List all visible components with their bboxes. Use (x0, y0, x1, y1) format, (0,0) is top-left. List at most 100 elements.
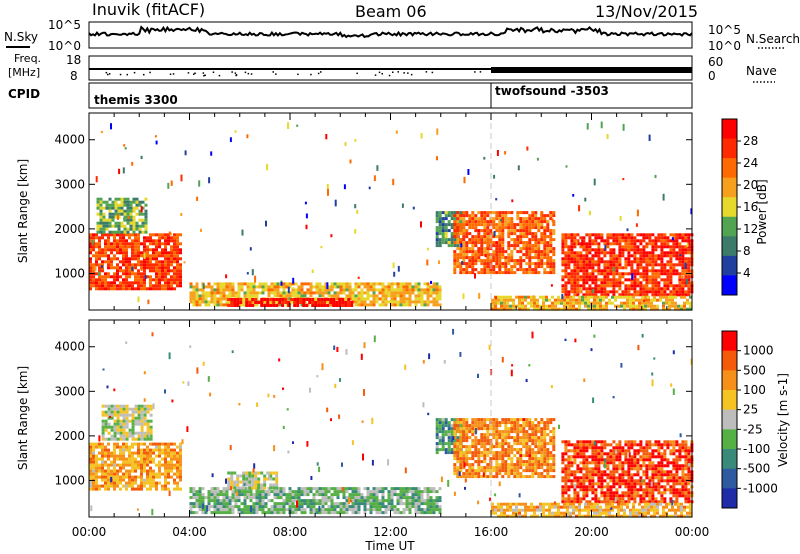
echo-cell (387, 282, 391, 286)
echo-cell (116, 484, 119, 488)
echo-cell (104, 475, 107, 479)
echo-cell (507, 241, 511, 245)
echo-cell (354, 511, 358, 515)
echo-cell (140, 448, 143, 452)
echo-cell (155, 248, 158, 252)
echo-cell (113, 481, 116, 485)
echo-cell (636, 245, 640, 249)
echo-cell (549, 238, 553, 242)
echo-cell (408, 502, 412, 506)
echo-cell (334, 199, 337, 207)
echo-cell (504, 466, 508, 470)
echo-cell (311, 301, 315, 304)
echo-cell (170, 284, 173, 288)
echo-cell (387, 490, 391, 494)
echo-cell (230, 471, 234, 475)
echo-cell (462, 436, 466, 440)
echo-cell (666, 236, 670, 240)
echo-cell (273, 508, 277, 512)
echo-cell (435, 421, 439, 425)
echo-cell (427, 247, 429, 251)
echo-cell (429, 511, 433, 515)
echo-cell (255, 490, 259, 494)
echo-cell (474, 229, 478, 233)
echo-cell (552, 265, 556, 269)
echo-cell (663, 287, 667, 291)
echo-cell (504, 268, 508, 272)
echo-cell (225, 294, 229, 298)
echo-cell (594, 233, 598, 237)
echo-cell (123, 215, 127, 219)
echo-cell (113, 451, 116, 455)
echo-cell (158, 260, 161, 264)
echo-cell (623, 295, 626, 299)
echo-cell (146, 481, 149, 485)
echo-cell (309, 291, 313, 295)
echo-cell (225, 303, 229, 307)
echo-cell (519, 232, 523, 236)
echo-cell (98, 275, 101, 279)
echo-cell (167, 260, 170, 264)
echo-cell (639, 287, 643, 291)
echo-cell (453, 259, 457, 263)
echo-cell (125, 457, 128, 461)
echo-cell (650, 298, 653, 302)
echo-cell (572, 307, 575, 311)
echo-cell (510, 238, 514, 242)
echo-cell (480, 268, 484, 272)
echo-cell (546, 265, 550, 269)
echo-cell (116, 419, 120, 423)
echo-cell (552, 262, 556, 266)
echo-cell (624, 272, 628, 276)
echo-cell (624, 242, 628, 246)
echo-cell (516, 244, 520, 248)
echo-cell (399, 303, 403, 307)
echo-cell (441, 238, 445, 242)
echo-cell (131, 442, 134, 446)
echo-cell (599, 298, 602, 302)
echo-cell (222, 297, 226, 301)
echo-cell (397, 265, 400, 272)
echo-cell (246, 505, 250, 509)
echo-cell (426, 285, 430, 289)
echo-cell (92, 245, 95, 249)
echo-cell (459, 211, 463, 215)
echo-cell (267, 508, 271, 512)
echo-cell (152, 242, 155, 246)
echo-cell (462, 475, 466, 479)
echo-cell (339, 282, 343, 286)
nave-dot (143, 73, 145, 76)
echo-cell (300, 282, 304, 286)
echo-cell (411, 291, 415, 295)
echo-cell (618, 248, 622, 252)
echo-cell (108, 212, 112, 216)
echo-cell (360, 288, 364, 292)
echo-cell (618, 254, 622, 258)
echo-cell (240, 508, 244, 512)
echo-cell (549, 271, 553, 275)
echo-cell (576, 263, 580, 267)
echo-cell (369, 493, 373, 497)
echo-cell (348, 288, 352, 292)
echo-cell (426, 300, 430, 304)
echo-cell (552, 220, 556, 224)
echo-cell (176, 463, 179, 467)
echo-cell (107, 463, 110, 467)
echo-cell (456, 214, 460, 218)
echo-cell (345, 508, 349, 512)
echo-cell (593, 295, 596, 299)
echo-cell (441, 211, 445, 215)
echo-cell (495, 457, 499, 461)
echo-cell (537, 259, 541, 263)
echo-cell (140, 425, 144, 429)
echo-cell (492, 259, 496, 263)
echo-cell (627, 233, 631, 237)
echo-cell (219, 490, 223, 494)
echo-cell (399, 496, 403, 500)
echo-cell (170, 278, 173, 282)
echo-cell (483, 271, 487, 275)
echo-cell (330, 303, 334, 307)
echo-cell (575, 301, 578, 305)
echo-cell (158, 266, 161, 270)
echo-cell (582, 239, 586, 243)
